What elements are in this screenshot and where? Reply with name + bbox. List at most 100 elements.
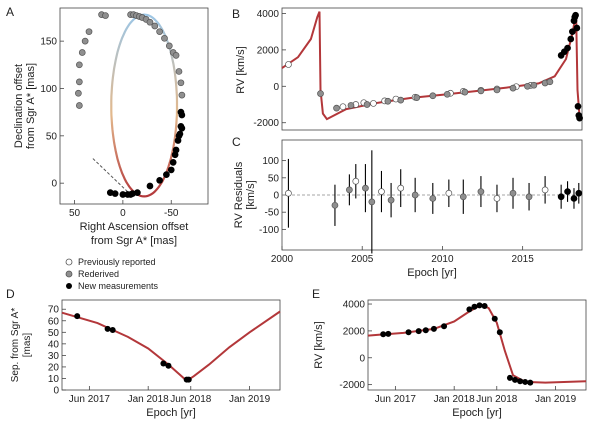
panel-b-point — [493, 86, 501, 94]
panel-c-point — [557, 193, 565, 201]
y-tick-label: -2000 — [253, 118, 279, 129]
y-tick-label: 0 — [273, 191, 279, 202]
panel-label-b: B — [232, 7, 240, 21]
panel-b-point — [461, 88, 469, 96]
panel-d-points — [74, 313, 192, 383]
x-tick-label: Jun 2018 — [170, 394, 212, 405]
panel-c: 2000 2005 2010 2015 -100 -50 0 50 100 Epoch [yr]… — [233, 139, 583, 279]
panel-a-point — [119, 191, 127, 198]
panel-b-point — [339, 103, 347, 111]
y-tick-label: 20 — [48, 362, 60, 373]
x-tick-label: Jan 2018 — [434, 394, 476, 405]
panel-b-point — [524, 82, 531, 90]
x-tick-label: 2005 — [351, 254, 374, 265]
panel-e-point — [527, 379, 534, 386]
panel-a-xlabel-line1: Right Ascension offset — [80, 221, 189, 233]
panel-c-point — [352, 177, 360, 185]
panel-e-xlabel: Epoch [yr] — [452, 407, 502, 419]
panel-c-point — [397, 184, 405, 192]
legend-marker-rederived — [65, 270, 73, 278]
panel-b-point — [443, 90, 451, 98]
panel-c-point — [378, 188, 385, 195]
x-tick-label: 2000 — [271, 254, 294, 265]
panel-c-points — [285, 150, 583, 254]
panel-a-point — [172, 51, 180, 59]
panel-a-point — [171, 151, 179, 159]
panel-b-point — [564, 44, 571, 52]
panel-b-point — [546, 78, 554, 86]
legend: Previously reported Rederived New measur… — [65, 257, 159, 291]
legend-label-new-measurements: New measurements — [78, 281, 159, 291]
panel-label-d: D — [6, 287, 15, 301]
panel-c-point — [411, 191, 419, 199]
panel-b-point — [363, 101, 371, 108]
panel-b-point — [384, 97, 392, 105]
panel-a-points — [75, 11, 186, 198]
panel-a-node-line — [92, 158, 133, 197]
panel-b-points — [285, 11, 583, 122]
panel-e-model-curve — [367, 303, 587, 384]
panel-e-point — [415, 328, 422, 335]
panel-d-point — [109, 327, 116, 333]
panel-c-point — [346, 186, 353, 194]
panel-d-point — [165, 362, 172, 369]
panel-label-c: C — [232, 135, 241, 149]
panel-b-point — [333, 104, 340, 112]
y-tick-label: 4000 — [257, 9, 280, 20]
panel-c-ylabel-line2: [km/s] — [245, 180, 257, 209]
panel-a-xlabel-line2: from Sgr A* [mas] — [91, 235, 177, 247]
panel-d-ylabel-line2: [mas] — [22, 333, 33, 358]
panel-b-point — [429, 92, 437, 100]
panel-e-point — [385, 330, 392, 337]
panel-a-point — [106, 189, 114, 196]
panel-a-point — [75, 61, 83, 69]
panel-c-point — [525, 193, 533, 201]
y-tick-label: 40 — [48, 339, 60, 350]
panel-b-ylabel: RV [km/s] — [235, 46, 247, 93]
y-tick-label: 150 — [40, 37, 57, 48]
panel-c-point — [493, 195, 501, 202]
panel-a-ylabel-line2: from Sgr A* [mas] — [25, 63, 37, 149]
panel-c-point — [285, 189, 292, 197]
x-tick-label: Jan 2018 — [128, 394, 170, 405]
panel-d-point — [160, 360, 167, 367]
panel-c-point — [429, 195, 437, 202]
y-tick-label: 60 — [48, 316, 60, 327]
panel-e-ticks: Jun 2017 Jan 2018 Jun 2018 Jan 2019 -2000 0 20… — [339, 300, 576, 405]
panel-a-point — [75, 89, 82, 97]
panel-e-point — [422, 327, 429, 334]
panel-c-ylabel-line1: RV Residuals — [233, 161, 245, 228]
panel-a-point — [151, 22, 159, 30]
panel-b-point — [317, 90, 324, 97]
panel-b-point — [477, 87, 485, 95]
panel-a-point — [156, 176, 163, 184]
panel-e-ylabel: RV [km/s] — [313, 321, 325, 368]
panel-d-point — [185, 376, 192, 383]
panel-c-xlabel: Epoch [yr] — [407, 267, 457, 279]
panel-c-point — [575, 189, 583, 197]
x-tick-label: 0 — [120, 208, 126, 219]
x-tick-label: -50 — [164, 208, 179, 219]
y-tick-label: 0 — [359, 353, 365, 364]
panel-d: Jun 2017 Jan 2018 Jun 2018 Jan 2019 01020304… — [10, 299, 281, 419]
panel-a-point — [75, 78, 83, 86]
y-tick-label: 0 — [51, 179, 57, 190]
x-tick-label: Jan 2019 — [229, 394, 271, 405]
panel-a-point — [146, 182, 154, 190]
panel-e-point — [506, 374, 513, 381]
panel-e-point — [441, 323, 448, 330]
y-tick-label: 4000 — [343, 300, 366, 311]
legend-marker-new-measurements — [66, 283, 72, 289]
panel-a-point — [178, 91, 186, 99]
panel-b-point — [285, 61, 292, 68]
panel-d-point — [104, 325, 111, 332]
panel-e-points — [380, 302, 534, 386]
panel-d-ylabel-line1: Sep. from Sgr A* — [10, 308, 21, 383]
panel-c-point — [541, 186, 549, 194]
panel-a-point — [177, 79, 185, 87]
y-tick-label: 0 — [53, 386, 59, 397]
panel-c-point — [509, 189, 517, 197]
y-tick-label: 10 — [48, 374, 60, 385]
panel-a-point — [167, 166, 175, 174]
